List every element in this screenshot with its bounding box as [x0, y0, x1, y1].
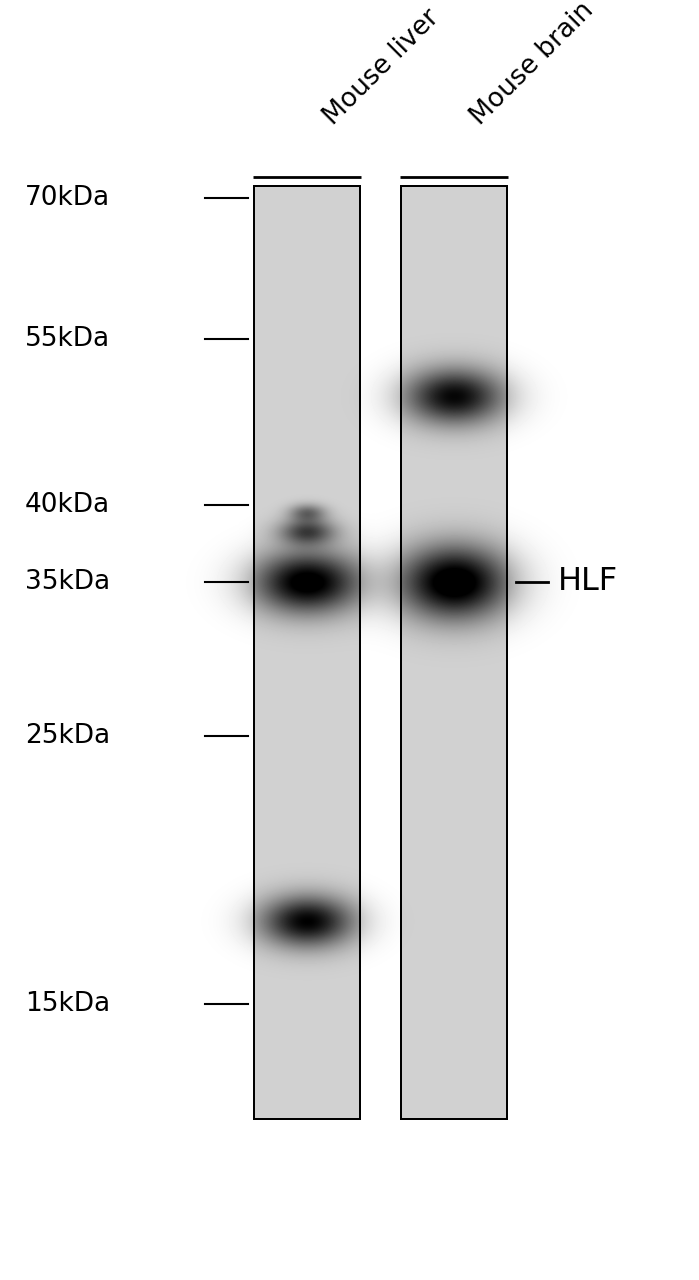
Text: 70kDa: 70kDa	[25, 186, 110, 211]
Text: Mouse brain: Mouse brain	[466, 0, 599, 131]
Text: HLF: HLF	[558, 567, 618, 598]
Text: Mouse liver: Mouse liver	[319, 4, 445, 131]
Text: 25kDa: 25kDa	[25, 723, 110, 749]
Text: 15kDa: 15kDa	[25, 991, 110, 1018]
Text: 35kDa: 35kDa	[25, 570, 110, 595]
Text: 40kDa: 40kDa	[25, 492, 110, 518]
Text: 55kDa: 55kDa	[25, 326, 110, 352]
